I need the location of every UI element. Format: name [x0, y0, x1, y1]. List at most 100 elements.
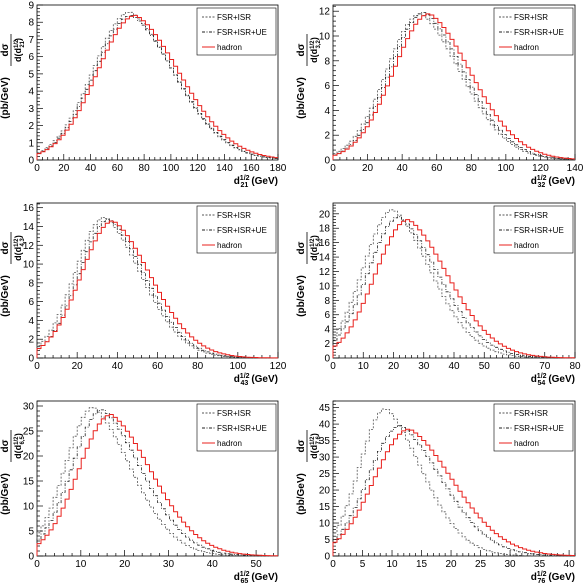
plot-frame	[332, 4, 576, 161]
x-axis-label: d1/2 43 (GeV)	[234, 373, 278, 387]
y-tick-label: 15	[23, 477, 35, 488]
legend: FSR+ISR FSR+ISR+UE hadron	[196, 205, 277, 254]
y-tick-label: 10	[319, 519, 331, 530]
x-tick-label: 60	[431, 163, 443, 174]
legend: FSR+ISR FSR+ISR+UE hadron	[493, 403, 574, 452]
y-tick-label: 20	[319, 486, 331, 497]
y-label-numerator: dσ	[0, 43, 11, 56]
series-fsr-isr	[36, 217, 278, 359]
y-label-denominator: d(d1/24,3)	[13, 235, 26, 261]
legend-label: FSR+ISR+UE	[217, 424, 267, 433]
series-hadron	[36, 14, 278, 160]
y-tick-label: 2	[324, 339, 330, 350]
y-tick-label: 3	[28, 104, 34, 115]
y-tick-label: 16	[319, 238, 331, 249]
legend-label: hadron	[514, 241, 539, 250]
y-tick-label: 20	[23, 452, 35, 463]
y-tick-label: 4	[324, 325, 330, 336]
y-label-numerator: dσ	[296, 43, 307, 56]
legend: FSR+ISR FSR+ISR+UE hadron	[196, 7, 277, 56]
legend-label: hadron	[514, 43, 539, 52]
y-tick-label: 18	[319, 224, 331, 235]
y-axis-label: dσ d(d1/23,2) (pb/GeV)	[296, 34, 322, 119]
y-label-numerator: dσ	[0, 241, 11, 254]
y-tick-label: 0	[28, 156, 34, 167]
x-tick-label: 80	[139, 163, 151, 174]
x-tick-label: 10	[386, 559, 398, 570]
y-label-unit: (pb/GeV)	[296, 77, 307, 119]
y-tick-label: 12	[319, 267, 331, 278]
x-tick-label: 40	[448, 361, 460, 372]
y-tick-label: 4	[28, 87, 34, 98]
x-tick-label: 35	[534, 559, 546, 570]
y-label-denominator: d(d1/221)	[13, 38, 26, 62]
x-tick-label: 80	[569, 361, 581, 372]
y-axis-label: dσ d(d1/27,6) (pb/GeV)	[296, 430, 322, 515]
legend-label: hadron	[514, 439, 539, 448]
x-tick-label: 10	[75, 559, 87, 570]
y-tick-label: 15	[319, 502, 331, 513]
legend: FSR+ISR FSR+ISR+UE hadron	[493, 205, 574, 254]
y-tick-label: 10	[23, 502, 35, 513]
y-tick-label: 7	[28, 35, 34, 46]
x-axis-label: d1/2 54 (GeV)	[531, 373, 575, 387]
legend-label: FSR+ISR	[217, 13, 251, 22]
plot-frame	[36, 400, 279, 557]
x-tick-label: 70	[539, 361, 551, 372]
y-tick-label: 2	[324, 131, 330, 142]
y-tick-label: 6	[28, 52, 34, 63]
x-tick-label: 40	[85, 163, 97, 174]
legend-label: FSR+ISR	[217, 211, 251, 220]
x-tick-label: 50	[251, 559, 263, 570]
chart-panel-21: 0 20 40 60 80 100 120 140 160 180 0 1 2 3 4 5 6 7 8 9 FSR+IS…	[0, 1, 287, 190]
legend-label: FSR+ISR+UE	[514, 226, 564, 235]
x-tick-label: 10	[358, 361, 370, 372]
y-tick-label: 0	[324, 552, 330, 563]
legend-label: FSR+ISR	[514, 409, 548, 418]
x-tick-label: 0	[330, 559, 336, 570]
x-tick-label: 160	[243, 163, 260, 174]
legend-label: FSR+ISR+UE	[217, 28, 267, 37]
x-tick-label: 60	[112, 163, 124, 174]
series-hadron	[332, 219, 575, 359]
legend-label: hadron	[217, 439, 242, 448]
y-label-unit: (pb/GeV)	[0, 275, 11, 317]
legend-label: FSR+ISR	[514, 211, 548, 220]
y-label-numerator: dσ	[296, 241, 307, 254]
x-tick-label: 120	[189, 163, 206, 174]
series-hadron	[36, 414, 278, 557]
x-axis-label: d1/2 76 (GeV)	[531, 571, 575, 585]
y-tick-label: 35	[319, 436, 331, 447]
y-label-numerator: dσ	[296, 439, 307, 452]
series-hadron	[332, 13, 575, 160]
y-label-denominator: d(d1/27,6)	[309, 433, 322, 459]
x-tick-label: 120	[532, 163, 549, 174]
legend-label: FSR+ISR+UE	[514, 28, 564, 37]
y-label-unit: (pb/GeV)	[0, 77, 11, 119]
y-tick-label: 0	[28, 354, 34, 365]
legend-label: FSR+ISR+UE	[514, 424, 564, 433]
x-tick-label: 30	[163, 559, 175, 570]
y-axis-label: dσ d(d1/26,5) (pb/GeV)	[0, 430, 26, 515]
legend: FSR+ISR FSR+ISR+UE hadron	[196, 403, 277, 452]
y-tick-label: 12	[23, 241, 35, 252]
x-tick-label: 5	[360, 559, 366, 570]
x-tick-label: 100	[163, 163, 180, 174]
y-tick-label: 8	[28, 278, 34, 289]
y-tick-label: 14	[23, 222, 35, 233]
legend-label: FSR+ISR	[217, 409, 251, 418]
y-label-numerator: dσ	[0, 439, 11, 452]
series-fsr-isr-ue	[36, 218, 278, 359]
x-tick-label: 0	[34, 361, 40, 372]
y-axis-label: dσ d(d1/25,4) (pb/GeV)	[296, 232, 322, 317]
y-tick-label: 12	[319, 7, 331, 18]
y-tick-label: 0	[28, 552, 34, 563]
x-tick-label: 180	[270, 163, 287, 174]
x-tick-label: 20	[388, 361, 400, 372]
y-tick-label: 1	[28, 138, 34, 149]
x-tick-label: 40	[207, 559, 219, 570]
x-tick-label: 20	[58, 163, 70, 174]
plot-frame	[332, 400, 576, 557]
series-fsr-isr-ue	[332, 216, 575, 359]
